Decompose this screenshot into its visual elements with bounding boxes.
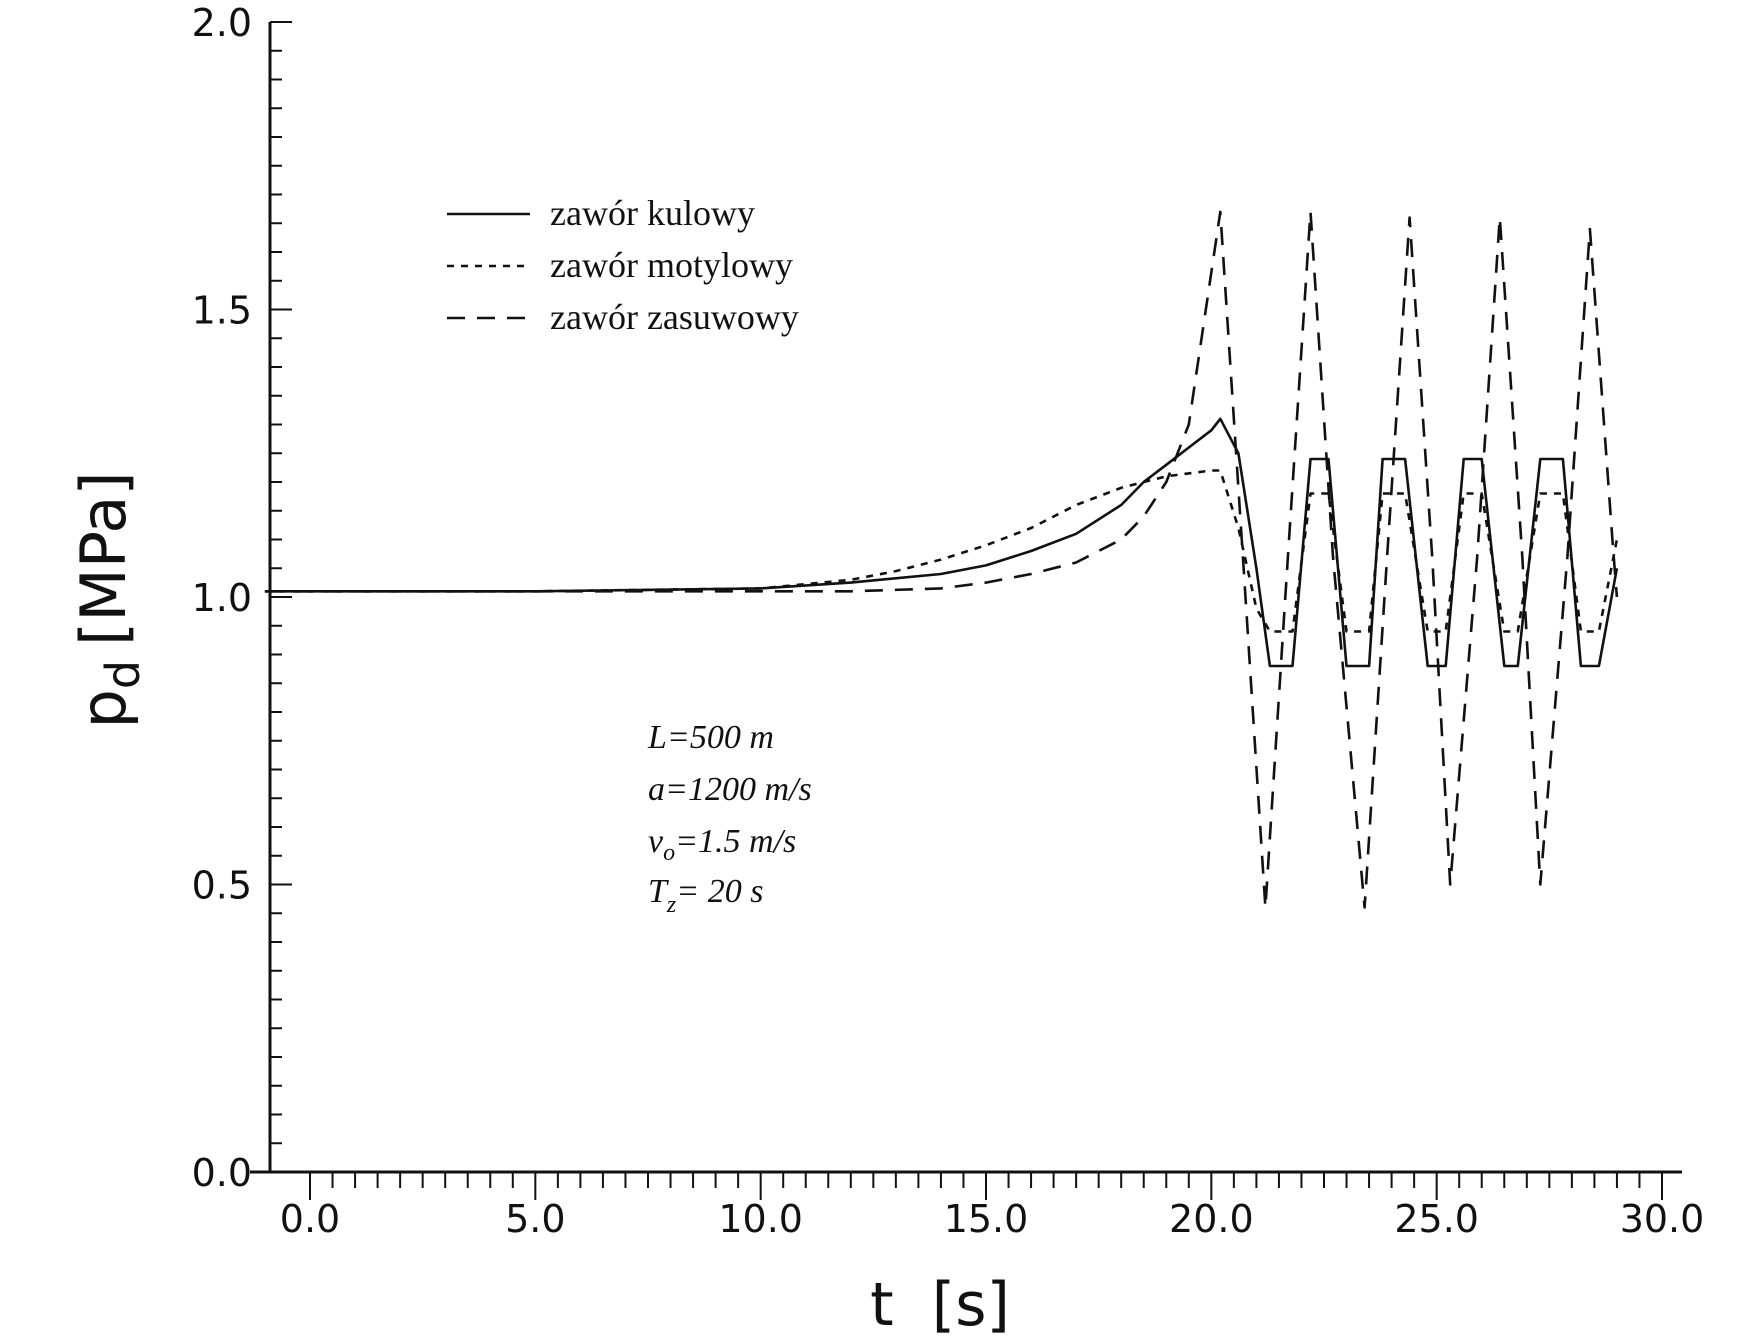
- y-tick-label: 2.0: [192, 1, 252, 45]
- y-axis-title-sub: d: [96, 660, 150, 689]
- param-velocity-rest: =1.5 m/s: [675, 823, 796, 860]
- param-closing-time-main: T: [648, 873, 669, 910]
- y-tick-label: 0.0: [192, 1151, 252, 1195]
- x-tick-label: 0.0: [280, 1197, 340, 1241]
- x-tick-label: 10.0: [718, 1197, 803, 1241]
- legend-label-motylowy: zawór motylowy: [550, 245, 793, 285]
- x-tick-label: 20.0: [1169, 1197, 1254, 1241]
- series-layer: [264, 210, 1619, 909]
- legend-label-kulowy: zawór kulowy: [550, 193, 755, 233]
- axes: [250, 22, 1682, 1174]
- x-tick-label: 25.0: [1394, 1197, 1479, 1241]
- y-tick-label: 1.0: [192, 576, 252, 620]
- tick-labels: 0.0 5.0 10.0 15.0 20.0 25.0 30.0 0.0 0.5 1.0 1.5 2.…: [192, 1, 1705, 1241]
- param-closing-time: Tz= 20 s: [648, 873, 763, 918]
- x-tick-label: 5.0: [505, 1197, 565, 1241]
- x-axis-title: t [s]: [870, 1270, 1010, 1340]
- y-axis-title-main: p: [67, 689, 140, 728]
- series-motylowy-line: [264, 469, 1619, 633]
- param-closing-time-sub: z: [666, 892, 677, 918]
- y-axis-title: pd [MPa]: [67, 471, 150, 728]
- series-zasuwowy-line: [264, 210, 1619, 909]
- minor-ticks: [270, 21, 1663, 1200]
- y-axis-title-unit: [MPa]: [67, 471, 140, 645]
- param-wave-speed: a=1200 m/s: [648, 771, 812, 808]
- legend: zawór kulowy zawór motylowy zawór zasuwo…: [447, 193, 799, 337]
- series-kulowy-line: [264, 417, 1619, 668]
- param-velocity-sub: o: [663, 840, 675, 866]
- svg-text:pd[MPa]: pd [MPa]: [67, 471, 150, 728]
- y-tick-label: 1.5: [192, 289, 252, 333]
- x-tick-label: 15.0: [944, 1197, 1029, 1241]
- parameter-block: L=500 m a=1200 m/s vo=1.5 m/s Tz= 20 s: [647, 719, 812, 918]
- x-tick-label: 30.0: [1620, 1197, 1705, 1241]
- param-length: L=500 m: [647, 719, 774, 756]
- param-velocity-main: v: [648, 823, 664, 860]
- legend-label-zasuwowy: zawór zasuwowy: [550, 297, 799, 337]
- param-closing-time-rest: = 20 s: [676, 873, 763, 910]
- param-velocity: vo=1.5 m/s: [648, 823, 796, 866]
- y-tick-label: 0.5: [192, 864, 252, 908]
